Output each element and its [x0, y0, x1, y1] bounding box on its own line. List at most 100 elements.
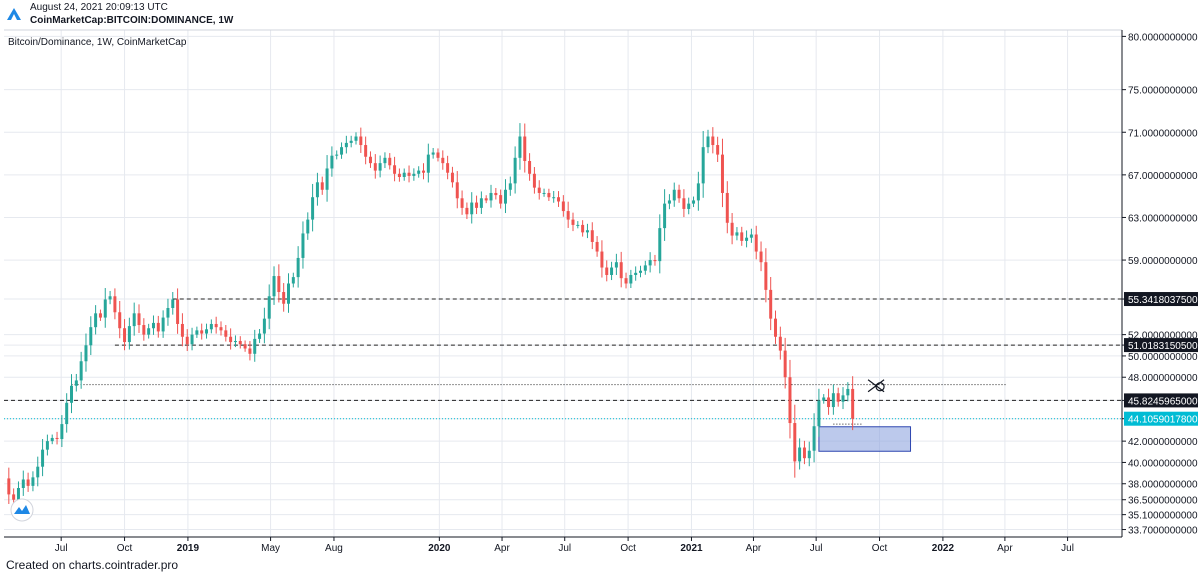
tradingview-badge-icon [10, 498, 34, 522]
candle-body [793, 423, 797, 462]
candle-body [373, 163, 377, 171]
candle-body [831, 393, 835, 408]
x-tick-label: Oct [872, 543, 888, 554]
candle-body [50, 437, 54, 442]
candle-body [320, 182, 324, 190]
x-tick-label: Jul [810, 543, 823, 554]
candle-body [557, 197, 561, 202]
candle-body [494, 192, 498, 196]
candle-body [769, 289, 773, 319]
candle-body [224, 330, 228, 337]
candle-body [113, 296, 117, 313]
x-tick-label: May [261, 543, 280, 554]
candle-body [185, 336, 189, 345]
candle-body [286, 283, 290, 304]
candle-body [802, 447, 806, 459]
candle-body [581, 224, 585, 233]
candle-body [36, 466, 40, 478]
candle-body [624, 278, 628, 284]
candle-body [60, 424, 64, 440]
candle-body [277, 276, 281, 293]
candle-body [89, 327, 93, 346]
candle-body [344, 142, 348, 148]
price-axis[interactable]: 80.0000000000 75.0000000000 71.0000000000 6… [1122, 32, 1198, 537]
candle-body [720, 154, 724, 193]
candle-body [465, 207, 469, 215]
x-tick-label: Apr [997, 543, 1013, 554]
candle-body [566, 211, 570, 220]
support-zone-box [818, 426, 912, 452]
candle-body [817, 400, 821, 427]
candle-body [412, 173, 416, 176]
x-tick-label: Jul [1061, 543, 1074, 554]
candle-body [677, 189, 681, 199]
candle-body [696, 183, 700, 201]
candle-body [21, 479, 25, 489]
candle-body [643, 265, 647, 271]
candle-body [79, 361, 83, 381]
candle-body [542, 192, 546, 194]
candle-body [827, 397, 831, 408]
candle-body [12, 494, 16, 500]
y-tick-label: 42.0000000000 [1128, 437, 1198, 448]
candle-body [205, 329, 209, 334]
candle-body [378, 163, 382, 171]
candle-body [499, 195, 503, 204]
price-label: 44.1059017800 [1128, 415, 1198, 426]
candle-body [407, 172, 411, 176]
candle-body [291, 277, 295, 284]
footer-credit: Created on charts.cointrader.pro [6, 558, 179, 572]
candle-body [745, 237, 749, 241]
candle-body [798, 447, 802, 462]
candle-body [629, 274, 633, 284]
x-tick-label: 2019 [177, 543, 200, 554]
candle-body [229, 336, 233, 343]
candle-body [123, 328, 127, 343]
candle-body [402, 172, 406, 177]
candle-body [70, 385, 74, 403]
price-label-bg [1124, 393, 1198, 408]
candle-body [98, 313, 102, 318]
candle-body [340, 147, 344, 155]
candle-body [436, 152, 440, 158]
candle-body [619, 262, 623, 279]
candle-body [26, 479, 30, 486]
candle-body [450, 172, 454, 183]
candle-body [639, 270, 642, 273]
candle-body [716, 145, 720, 155]
candle-body [45, 441, 49, 450]
candle-body [383, 157, 387, 164]
candle-body [7, 478, 11, 495]
candle-body [74, 380, 78, 386]
candle-body [142, 325, 146, 335]
candle-body [315, 182, 319, 198]
price-label: 45.8245965000 [1128, 396, 1198, 407]
candle-body [730, 222, 734, 236]
candle-body [822, 397, 826, 401]
candle-body [118, 312, 122, 329]
candle-body [788, 377, 792, 424]
candle-body [513, 157, 517, 184]
candle-body [151, 322, 155, 329]
candle-body [479, 198, 483, 208]
candle-body [368, 156, 372, 164]
chart-area[interactable]: 80.0000000000 75.0000000000 71.0000000000 6… [0, 0, 1200, 558]
candle-body [262, 318, 266, 334]
snapshot-date: August 24, 2021 20:09:13 UTC [30, 2, 168, 13]
tradingview-logo-icon [7, 8, 21, 20]
candle-body [571, 219, 575, 225]
candle-body [176, 299, 180, 324]
candle-body [484, 198, 488, 201]
candle-body [426, 154, 430, 173]
candle-body [590, 230, 594, 242]
candle-body [687, 203, 691, 209]
candle-body [330, 155, 334, 169]
candle-body [103, 299, 107, 318]
candle-body [238, 341, 242, 345]
time-axis[interactable]: Jul Oct 2019 May Aug 2020 Apr Jul Oct 2021 Apr Jul O… [55, 537, 1074, 554]
candle-body [446, 163, 450, 173]
candle-body [349, 140, 353, 143]
candle-body [663, 203, 667, 229]
candle-body [388, 157, 392, 166]
candle-body [547, 192, 551, 198]
